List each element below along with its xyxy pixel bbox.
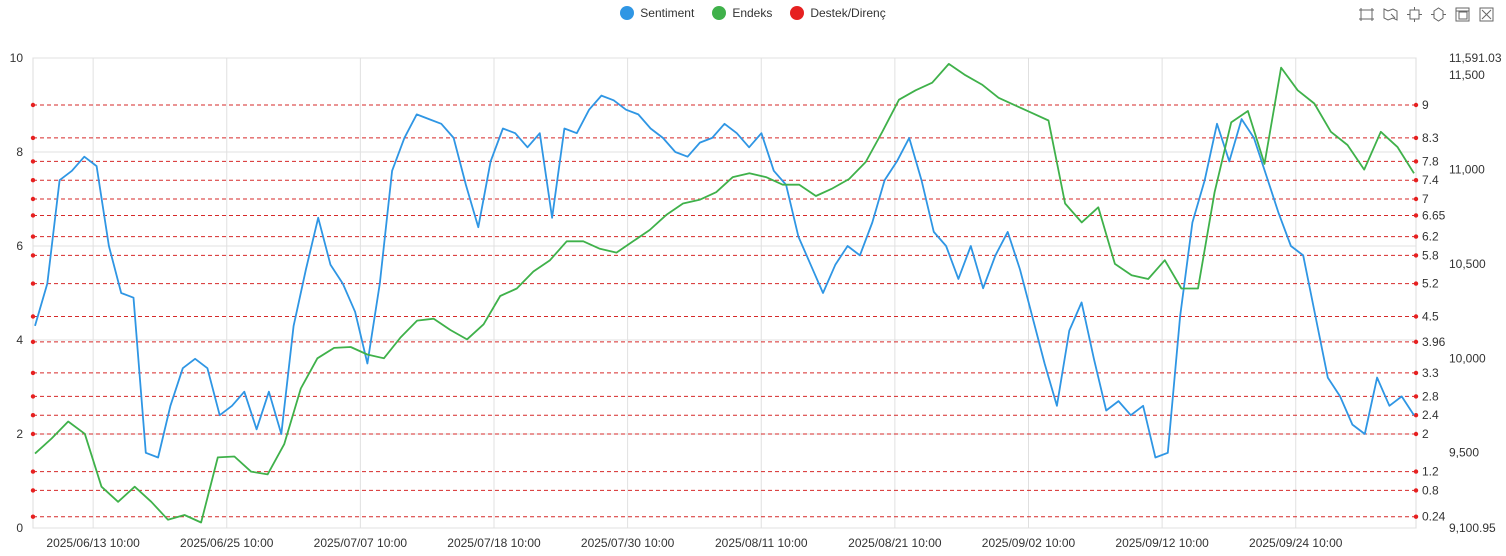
y-left-tick-label: 6 (16, 239, 23, 253)
support-resistance-marker (30, 135, 36, 141)
support-resistance-label: 5.2 (1422, 277, 1439, 291)
plot-frame (32, 57, 1417, 529)
y-right-tick-label: 11,591.03 (1449, 51, 1502, 65)
legend-item-destek-direnc[interactable]: Destek/Direnç (790, 6, 886, 20)
support-resistance-marker (30, 253, 36, 258)
series-line-endeks (34, 63, 1415, 524)
support-resistance-marker (1413, 178, 1419, 183)
x-tick-label: 2025/09/24 10:00 (1249, 536, 1343, 550)
y-left-tick-label: 4 (16, 333, 23, 347)
support-resistance-marker (1413, 370, 1419, 376)
support-resistance-label: 6.65 (1422, 208, 1446, 222)
restore-icon[interactable] (1407, 7, 1422, 22)
support-resistance-label: 3.3 (1422, 366, 1439, 380)
series-line-sentiment (34, 94, 1415, 459)
support-resistance-label: 7.4 (1422, 173, 1439, 187)
legend-label-destek-direnc: Destek/Direnç (810, 6, 886, 20)
save-image-icon[interactable] (1455, 7, 1470, 22)
y-right-tick-label: 9,100.95 (1449, 521, 1496, 535)
support-resistance-marker (1413, 234, 1419, 239)
y-left-tick-label: 10 (10, 51, 24, 65)
support-resistance-marker (1413, 253, 1419, 258)
support-resistance-label: 4.5 (1422, 310, 1439, 324)
support-resistance-label: 9 (1422, 98, 1429, 112)
support-resistance-label: 0.24 (1422, 510, 1446, 524)
x-tick-label: 2025/08/11 10:00 (715, 536, 808, 550)
support-resistance-marker (30, 488, 36, 493)
support-resistance-marker (1413, 159, 1419, 164)
chart-toolbox (1359, 7, 1494, 22)
support-resistance-label: 6.2 (1422, 230, 1439, 244)
y-left-tick-label: 0 (16, 521, 23, 535)
legend-item-endeks[interactable]: Endeks (712, 6, 772, 20)
support-resistance-marker (30, 413, 36, 418)
chart-legend: Sentiment Endeks Destek/Direnç (0, 6, 1506, 20)
support-resistance-marker (1413, 281, 1419, 286)
x-tick-label: 2025/08/21 10:00 (848, 536, 942, 550)
y-right-tick-label: 10,500 (1449, 257, 1486, 271)
support-resistance-marker (1413, 469, 1419, 474)
support-resistance-marker (1413, 514, 1419, 519)
support-resistance-marker (30, 370, 36, 376)
support-resistance-marker (30, 431, 36, 437)
support-resistance-label: 3.96 (1422, 335, 1446, 349)
support-resistance-marker (30, 314, 36, 319)
support-resistance-marker (1413, 488, 1419, 493)
support-resistance-label: 1.2 (1422, 465, 1439, 479)
support-resistance-label: 2.4 (1422, 408, 1439, 422)
support-resistance-marker (30, 213, 36, 218)
y-left-tick-label: 2 (16, 427, 23, 441)
legend-swatch-sentiment (620, 6, 635, 20)
refresh-icon[interactable] (1431, 7, 1446, 22)
support-resistance-marker (1413, 339, 1419, 345)
y-right-tick-label: 11,000 (1449, 163, 1485, 177)
support-resistance-marker (1413, 431, 1419, 437)
legend-label-sentiment: Sentiment (640, 6, 695, 20)
support-resistance-label: 2 (1422, 427, 1429, 441)
support-resistance-label: 0.8 (1422, 483, 1439, 497)
support-resistance-marker (1413, 135, 1419, 141)
support-resistance-marker (30, 102, 36, 108)
support-resistance-marker (30, 159, 36, 164)
legend-label-endeks: Endeks (732, 6, 773, 20)
support-resistance-label: 7 (1422, 192, 1429, 206)
x-tick-label: 2025/07/18 10:00 (447, 536, 541, 550)
support-resistance-label: 7.8 (1422, 154, 1439, 168)
support-resistance-marker (30, 469, 36, 474)
support-resistance-marker (1413, 394, 1419, 399)
support-resistance-label: 8.3 (1422, 131, 1439, 145)
x-tick-label: 2025/09/12 10:00 (1115, 536, 1209, 550)
support-resistance-marker (1413, 413, 1419, 418)
support-resistance-label: 2.8 (1422, 389, 1439, 403)
y-right-tick-label: 11,500 (1449, 68, 1485, 82)
x-tick-label: 2025/06/25 10:00 (180, 536, 274, 550)
support-resistance-marker (30, 394, 36, 399)
x-tick-label: 2025/07/07 10:00 (314, 536, 408, 550)
y-left-tick-label: 8 (16, 145, 23, 159)
support-resistance-marker (1413, 314, 1419, 319)
support-resistance-marker (30, 234, 36, 239)
support-resistance-label: 5.8 (1422, 248, 1439, 262)
zoom-reset-icon[interactable] (1383, 7, 1398, 22)
x-tick-label: 2025/09/02 10:00 (982, 536, 1076, 550)
legend-swatch-destek-direnc (790, 6, 805, 20)
support-resistance-marker (30, 514, 36, 519)
fullscreen-icon[interactable] (1479, 7, 1494, 22)
y-right-tick-label: 9,500 (1449, 446, 1479, 460)
x-tick-label: 2025/06/13 10:00 (46, 536, 140, 550)
legend-swatch-endeks (712, 6, 727, 20)
support-resistance-marker (30, 178, 36, 183)
support-resistance-marker (1413, 213, 1419, 218)
legend-item-sentiment[interactable]: Sentiment (620, 6, 694, 20)
support-resistance-marker (1413, 196, 1419, 202)
support-resistance-marker (30, 339, 36, 345)
support-resistance-marker (30, 196, 36, 202)
support-resistance-marker (1413, 102, 1419, 108)
x-tick-label: 2025/07/30 10:00 (581, 536, 675, 550)
zoom-icon[interactable] (1359, 7, 1374, 22)
support-resistance-marker (30, 281, 36, 286)
y-right-tick-label: 10,000 (1449, 351, 1486, 365)
